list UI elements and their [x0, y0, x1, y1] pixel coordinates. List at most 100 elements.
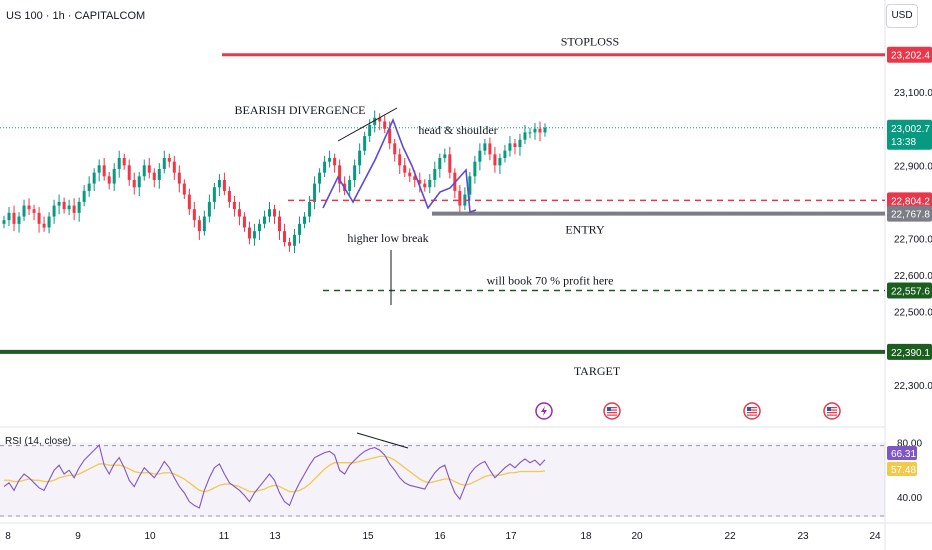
time-tick-label: 22 — [724, 531, 736, 542]
candle — [353, 165, 357, 180]
time-tick-label: 11 — [219, 531, 230, 542]
flag-canton — [827, 407, 831, 411]
candle — [7, 212, 11, 221]
candle — [538, 128, 542, 133]
candle — [32, 209, 36, 213]
entry-label: ENTRY — [565, 223, 605, 237]
stoploss-label: STOPLOSS — [561, 35, 619, 49]
flag-stripe — [747, 407, 757, 409]
candle — [543, 127, 547, 133]
candle — [508, 143, 512, 151]
price-badge-text: 22,557.6 — [891, 287, 930, 298]
candle — [257, 223, 261, 232]
candle — [398, 154, 402, 166]
candle — [52, 205, 56, 217]
candle — [438, 158, 442, 169]
candle — [443, 154, 447, 159]
candle — [87, 183, 91, 191]
flag-stripe — [607, 414, 617, 416]
flag-stripe — [747, 412, 757, 414]
time-tick-label: 9 — [75, 531, 81, 542]
candle — [488, 143, 492, 155]
candle — [278, 216, 282, 232]
rsi-value-text: 66.31 — [891, 449, 916, 460]
time-tick-label: 16 — [434, 531, 446, 542]
candle — [298, 223, 302, 235]
us-flag-event-icon — [603, 402, 621, 420]
candle — [72, 205, 76, 213]
price-badge — [887, 46, 932, 63]
rsi-divergence-line — [356, 432, 409, 449]
current-price-text: 23,002.7 — [891, 124, 930, 135]
candle — [27, 205, 31, 210]
price-badge-text: 22,804.2 — [891, 196, 930, 207]
candle — [212, 187, 216, 202]
currency-button[interactable]: USD — [886, 4, 918, 28]
flag-stripe — [607, 409, 617, 411]
candle — [468, 176, 472, 195]
candle — [283, 231, 287, 243]
candle — [107, 176, 111, 184]
symbol-title: US 100 · 1h · CAPITALCOM — [6, 10, 146, 22]
candle — [242, 216, 246, 228]
rsi-tick-label: 40.00 — [897, 493, 922, 504]
candle — [348, 179, 352, 191]
price-tick-label: 23,100.0 — [894, 88, 932, 99]
candle — [67, 205, 71, 210]
candle — [373, 117, 377, 126]
candle — [112, 168, 116, 184]
candle — [458, 190, 462, 206]
candle — [523, 132, 527, 140]
target-label: TARGET — [574, 364, 621, 378]
candle — [202, 216, 206, 232]
price-tick-label: 22,500.0 — [894, 308, 932, 319]
candle — [528, 132, 532, 134]
time-tick-label: 17 — [505, 531, 517, 542]
candle — [197, 220, 201, 232]
bearish-divergence-label: BEARISH DIVERGENCE — [235, 103, 366, 117]
candle — [318, 172, 322, 184]
candle — [383, 121, 387, 129]
flag-stripe — [607, 407, 617, 409]
price-badge — [887, 343, 932, 360]
flag-stripe — [827, 412, 837, 414]
candle — [503, 150, 507, 159]
time-tick-label: 13 — [269, 531, 281, 542]
candle — [333, 158, 337, 166]
candle — [237, 209, 241, 217]
price-badge — [887, 192, 932, 209]
flag-stripe — [827, 414, 837, 416]
candle — [12, 212, 16, 224]
candle — [102, 165, 106, 177]
candle — [262, 216, 266, 224]
candle — [288, 242, 292, 246]
candle — [433, 168, 437, 180]
candle — [222, 179, 226, 191]
candle — [162, 158, 166, 169]
candle — [533, 128, 537, 133]
candle — [177, 172, 181, 184]
candle — [142, 165, 146, 177]
candle — [498, 158, 502, 166]
candle — [192, 209, 196, 221]
candle — [483, 143, 487, 151]
lightning-event-icon — [535, 402, 553, 420]
rsi-ma-text: 57.48 — [891, 465, 916, 476]
flag-stripe — [607, 412, 617, 414]
current-price-badge — [887, 119, 932, 150]
partial-profit-label: will book 70 % profit here — [487, 274, 614, 288]
candle — [303, 216, 307, 224]
candle — [313, 183, 317, 202]
candle — [147, 165, 151, 173]
flag-stripe — [747, 409, 757, 411]
rsi-tick-label: 80.00 — [897, 439, 922, 450]
candle — [403, 165, 407, 173]
price-badge — [887, 282, 932, 299]
event-circle — [823, 402, 841, 420]
candle — [393, 143, 397, 155]
candle — [182, 183, 186, 195]
candle — [247, 227, 251, 239]
candle — [227, 190, 231, 202]
candle — [308, 201, 312, 217]
